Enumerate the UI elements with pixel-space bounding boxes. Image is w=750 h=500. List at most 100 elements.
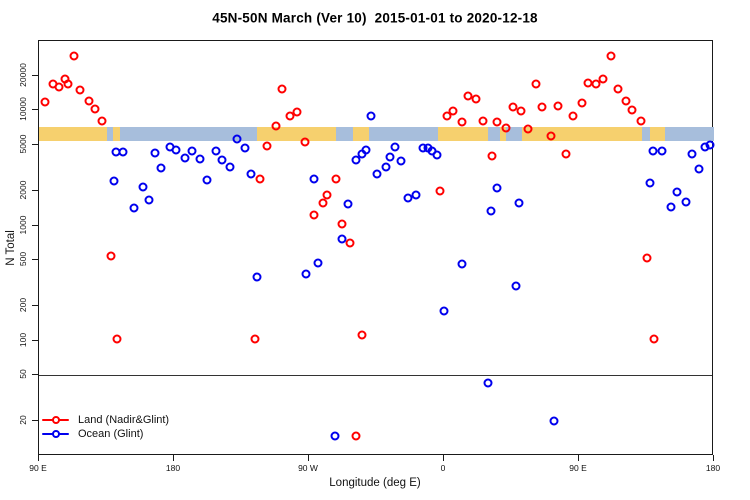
data-point-land — [84, 96, 93, 106]
data-point-land — [337, 219, 347, 229]
y-axis-title: N Total — [5, 230, 17, 266]
data-point-ocean — [217, 155, 227, 165]
data-point-land — [357, 330, 366, 340]
data-point-ocean — [195, 154, 204, 164]
data-point-ocean — [202, 175, 212, 185]
data-point-ocean — [150, 148, 159, 158]
map-band-ocean-segment — [487, 126, 500, 142]
data-point-ocean — [129, 203, 138, 213]
data-point-ocean — [351, 155, 360, 165]
data-point-ocean — [337, 234, 347, 244]
data-point-ocean — [645, 178, 654, 188]
x-tick-label: 180 — [705, 463, 721, 473]
y-tick-label: 500 — [18, 252, 28, 267]
map-band-ocean-segment — [369, 126, 438, 142]
data-point-ocean — [313, 258, 323, 268]
plot-area — [38, 40, 714, 455]
y-tick-label: 20000 — [18, 62, 28, 87]
map-band-land-segment — [499, 126, 506, 142]
data-point-ocean — [439, 306, 449, 316]
data-point-land — [613, 84, 623, 94]
data-point-ocean — [705, 140, 714, 150]
data-point-ocean — [309, 174, 318, 184]
data-point-ocean — [109, 176, 119, 186]
data-point-land — [63, 79, 72, 89]
data-point-ocean — [156, 163, 165, 173]
map-band-ocean-segment — [505, 126, 522, 142]
data-point-land — [112, 334, 122, 344]
data-point-ocean — [672, 187, 681, 197]
data-point-land — [577, 98, 587, 107]
data-point-ocean — [432, 150, 441, 160]
x-tick-mark — [713, 455, 714, 461]
data-point-land — [649, 334, 659, 344]
land-series-circle-icon — [51, 415, 60, 424]
data-point-ocean — [396, 156, 405, 166]
map-band-land-segment — [438, 126, 488, 142]
data-point-land — [448, 106, 458, 116]
ocean-series-symbol-icon — [42, 428, 69, 439]
data-point-land — [285, 111, 294, 121]
data-point-land — [531, 79, 540, 89]
y-tick-label: 10000 — [18, 97, 28, 122]
y-tick-mark — [32, 374, 38, 376]
data-point-ocean — [390, 142, 399, 152]
data-point-ocean — [301, 269, 311, 279]
x-tick-mark — [38, 455, 39, 461]
data-point-land — [471, 94, 480, 104]
y-tick-label: 20 — [18, 415, 28, 426]
ocean-series-circle-icon — [51, 429, 60, 438]
data-point-land — [546, 131, 555, 140]
data-point-land — [516, 106, 525, 116]
y-tick-mark — [32, 109, 38, 111]
y-tick-label: 2000 — [18, 180, 28, 200]
data-point-land — [598, 74, 608, 83]
legend-item-ocean: Ocean (Glint) — [42, 427, 169, 440]
map-band-ocean-segment — [642, 126, 650, 142]
data-point-ocean — [240, 143, 249, 153]
data-point-ocean — [457, 259, 467, 269]
map-band-land-segment — [649, 126, 665, 142]
data-point-ocean — [118, 147, 128, 157]
data-point-land — [591, 79, 600, 89]
data-point-ocean — [666, 202, 675, 212]
chart-title: 45N-50N March (Ver 10) 2015-01-01 to 202… — [212, 10, 538, 26]
data-point-land — [331, 174, 341, 184]
data-point-ocean — [211, 146, 221, 156]
data-point-land — [250, 334, 260, 344]
data-point-ocean — [549, 416, 558, 426]
y-tick-label: 200 — [18, 298, 28, 313]
data-point-land — [90, 104, 99, 114]
y-tick-mark — [32, 339, 38, 341]
data-point-land — [478, 116, 488, 126]
x-tick-mark — [308, 455, 309, 461]
data-point-land — [606, 51, 615, 61]
data-point-ocean — [361, 145, 371, 155]
y-tick-mark — [32, 305, 38, 307]
map-band-land-segment — [256, 126, 336, 142]
data-point-ocean — [687, 149, 696, 159]
y-tick-mark — [32, 144, 38, 146]
data-point-land — [345, 238, 354, 248]
data-point-land — [642, 253, 651, 263]
data-point-ocean — [252, 272, 261, 282]
data-point-land — [322, 190, 332, 200]
data-point-land — [97, 116, 107, 126]
data-point-ocean — [648, 146, 657, 156]
x-tick-label: 90 E — [569, 463, 587, 473]
legend-item-land: Land (Nadir&Glint) — [42, 413, 169, 426]
y-tick-mark — [32, 224, 38, 226]
y-tick-mark — [32, 259, 38, 261]
data-point-land — [54, 82, 63, 92]
data-point-ocean — [171, 145, 180, 155]
data-point-land — [106, 251, 116, 261]
data-point-ocean — [330, 431, 339, 441]
data-point-land — [568, 111, 578, 121]
map-band-ocean-segment — [664, 126, 714, 142]
data-point-ocean — [180, 153, 189, 163]
map-band-land-segment — [112, 126, 120, 142]
data-point-land — [636, 116, 645, 126]
x-tick-label: 180 — [165, 463, 181, 473]
data-point-ocean — [343, 199, 353, 209]
data-point-ocean — [144, 195, 153, 205]
